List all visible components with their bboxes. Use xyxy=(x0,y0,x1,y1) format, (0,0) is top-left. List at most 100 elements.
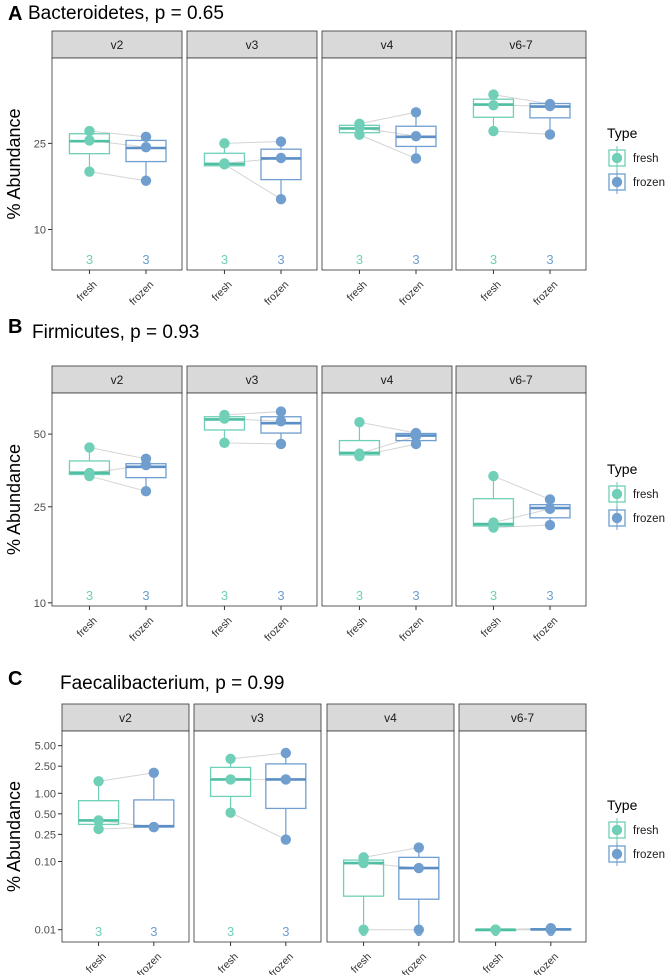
facet-v6-7: v6-7 3 fresh 3 frozen xyxy=(455,30,587,308)
data-point xyxy=(225,807,236,818)
data-point xyxy=(544,129,556,140)
facet-label: v2 xyxy=(111,38,124,52)
legend-label: fresh xyxy=(633,489,659,501)
facet-v3: v3 3 fresh 3 frozen xyxy=(186,30,318,308)
facet-strip xyxy=(193,703,322,732)
data-point xyxy=(358,924,369,935)
data-point xyxy=(275,406,287,417)
data-point xyxy=(413,842,425,853)
facet-label: v3 xyxy=(246,38,259,52)
data-point xyxy=(413,924,425,935)
data-point xyxy=(148,767,160,778)
data-point xyxy=(84,125,95,137)
y-tick-label: 50 xyxy=(34,429,46,441)
count-label: 3 xyxy=(492,924,499,939)
facet-strip xyxy=(61,703,190,732)
chart-title: Bacteroidetes, p = 0.65 xyxy=(28,3,224,24)
legend-key-frozen: frozen xyxy=(608,842,665,866)
facet-plot-area xyxy=(321,57,453,271)
data-point xyxy=(140,459,152,471)
count-label: 3 xyxy=(356,588,363,603)
data-point xyxy=(140,142,152,153)
y-tick-label: 25 xyxy=(34,502,46,514)
data-point xyxy=(410,153,422,164)
facet-strip xyxy=(326,703,455,732)
chart-panel-c: C Faecalibacterium, p = 0.99 % Abundance 0.… xyxy=(4,668,665,975)
legend-point xyxy=(611,488,623,500)
legend: Type fresh frozen xyxy=(607,125,665,194)
data-point xyxy=(545,924,557,935)
data-point xyxy=(275,194,287,205)
x-tick-label: fresh xyxy=(75,615,100,640)
x-tick-label: frozen xyxy=(135,951,164,975)
pair-line xyxy=(89,447,147,460)
data-point xyxy=(93,776,104,787)
data-point xyxy=(84,166,95,177)
fresh-box: 3 fresh xyxy=(472,470,515,640)
pair-line xyxy=(89,475,147,492)
x-tick-label: frozen xyxy=(400,951,429,975)
x-tick-label: frozen xyxy=(127,615,156,644)
data-point xyxy=(354,129,365,140)
legend-point xyxy=(611,824,623,836)
legend-point xyxy=(611,152,623,164)
data-point xyxy=(275,152,287,164)
facet-v4: v4 3 fresh 3 frozen xyxy=(326,703,455,975)
facet-label: v3 xyxy=(246,373,259,387)
facet-plot-area xyxy=(51,392,183,607)
legend-label: fresh xyxy=(633,825,659,837)
facet-label: v4 xyxy=(384,711,397,725)
x-tick-label: frozen xyxy=(531,279,560,308)
data-point xyxy=(280,834,292,845)
legend-key-fresh: fresh xyxy=(608,482,659,506)
count-label: 3 xyxy=(412,252,419,267)
x-tick-label: fresh xyxy=(481,951,506,975)
count-label: 3 xyxy=(86,588,93,603)
x-tick-label: fresh xyxy=(345,279,370,304)
facet-plot-area xyxy=(458,730,587,943)
data-point xyxy=(148,821,160,833)
data-point xyxy=(410,130,422,142)
data-point xyxy=(488,89,499,100)
facet-plot-area xyxy=(321,392,453,607)
legend-label: frozen xyxy=(633,849,665,861)
y-tick-label: 0.25 xyxy=(35,829,56,841)
x-tick-label: frozen xyxy=(397,279,426,308)
data-point xyxy=(488,470,499,482)
facet-label: v4 xyxy=(381,373,394,387)
count-label: 3 xyxy=(142,588,149,603)
facet-strip xyxy=(321,30,453,59)
facet-strip xyxy=(186,365,318,394)
chart-title: Firmicutes, p = 0.93 xyxy=(32,322,199,343)
facet-label: v2 xyxy=(111,373,124,387)
count-label: 3 xyxy=(277,252,284,267)
y-tick-label: 0.50 xyxy=(35,809,56,821)
pair-line xyxy=(359,134,417,159)
iqr-box xyxy=(209,766,252,798)
facet-strip xyxy=(455,365,587,394)
pair-line xyxy=(493,475,551,500)
data-point xyxy=(219,138,230,149)
count-label: 3 xyxy=(227,924,234,939)
legend-point xyxy=(611,512,623,524)
facet-label: v3 xyxy=(251,711,264,725)
data-point xyxy=(84,442,95,453)
chart-title: Faecalibacterium, p = 0.99 xyxy=(60,673,284,694)
count-label: 3 xyxy=(546,588,553,603)
x-tick-label: frozen xyxy=(262,615,291,644)
facet-label: v4 xyxy=(381,38,394,52)
x-tick-label: frozen xyxy=(531,615,560,644)
count-label: 3 xyxy=(150,924,157,939)
data-point xyxy=(93,823,104,835)
x-tick-label: frozen xyxy=(532,951,561,975)
data-point xyxy=(410,431,422,442)
x-tick-label: frozen xyxy=(267,951,296,975)
pair-line xyxy=(89,130,147,138)
x-tick-label: fresh xyxy=(210,615,235,640)
pair-line xyxy=(89,171,147,182)
count-label: 3 xyxy=(356,252,363,267)
count-label: 3 xyxy=(415,924,422,939)
data-point xyxy=(544,100,556,112)
x-tick-label: fresh xyxy=(349,951,374,975)
